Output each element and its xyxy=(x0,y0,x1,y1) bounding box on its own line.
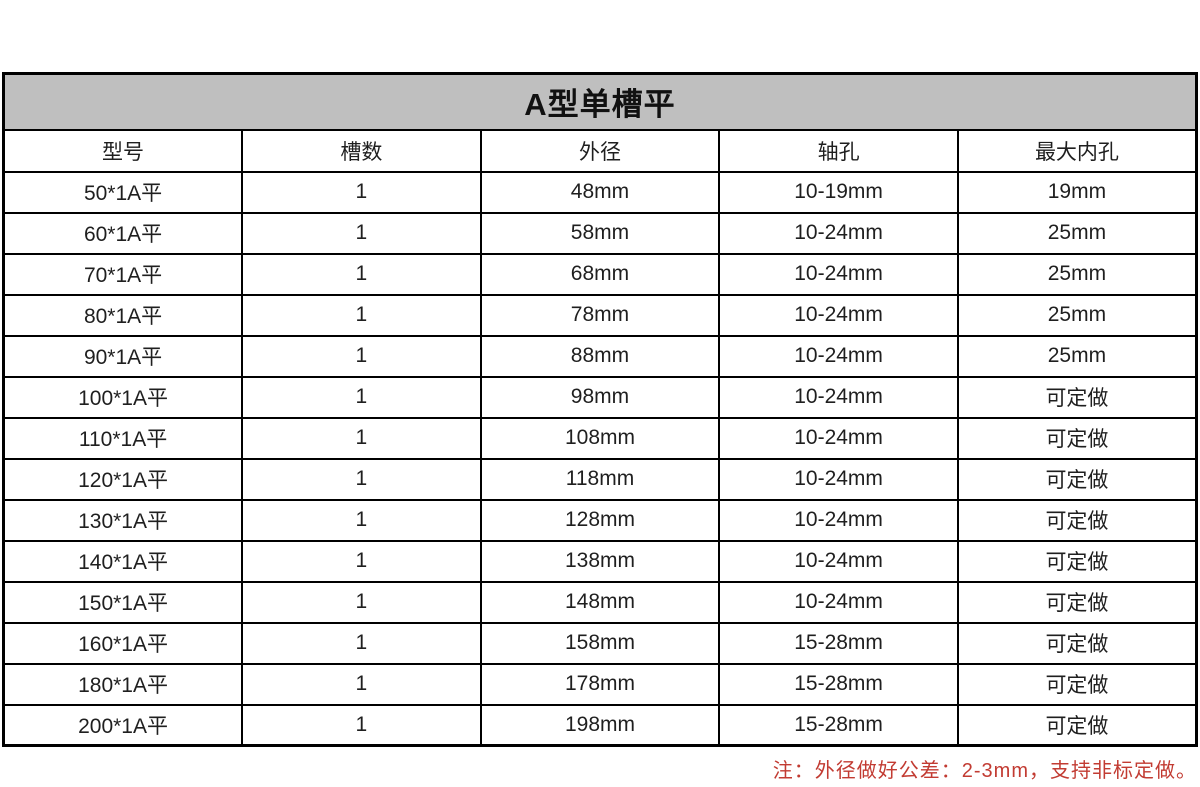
table-cell: 128mm xyxy=(479,498,721,542)
table-row: 180*1A平 1 178mm 15-28mm 可定做 xyxy=(2,662,1198,706)
table-cell: 200*1A平 xyxy=(2,703,244,747)
table-cell: 88mm xyxy=(479,334,721,378)
table-cell: 10-19mm xyxy=(718,170,959,214)
table-cell: 可定做 xyxy=(956,416,1198,460)
table-row: 120*1A平 1 118mm 10-24mm 可定做 xyxy=(2,457,1198,501)
table-cell: 180*1A平 xyxy=(2,662,244,706)
table-cell: 可定做 xyxy=(956,703,1198,747)
column-header: 最大内孔 xyxy=(956,128,1198,173)
table-cell: 48mm xyxy=(479,170,721,214)
table-cell: 90*1A平 xyxy=(2,334,244,378)
column-header: 槽数 xyxy=(241,128,482,173)
table-row: 90*1A平 1 88mm 10-24mm 25mm xyxy=(2,334,1198,378)
table-cell: 60*1A平 xyxy=(2,211,244,255)
table-cell: 98mm xyxy=(479,375,721,419)
table-cell: 1 xyxy=(241,539,482,583)
column-header: 外径 xyxy=(479,128,721,173)
table-body: 50*1A平 1 48mm 10-19mm 19mm 60*1A平 1 58mm 10-24mm… xyxy=(2,170,1198,747)
table-cell: 可定做 xyxy=(956,662,1198,706)
table-cell: 15-28mm xyxy=(718,621,959,665)
table-cell: 10-24mm xyxy=(718,375,959,419)
table-row: 50*1A平 1 48mm 10-19mm 19mm xyxy=(2,170,1198,214)
table-cell: 可定做 xyxy=(956,580,1198,624)
table-title-row: A型单槽平 xyxy=(2,72,1198,131)
footnote: 注：外径做好公差：2-3mm，支持非标定做。 xyxy=(772,760,1197,782)
table-cell: 可定做 xyxy=(956,375,1198,419)
table-cell: 120*1A平 xyxy=(2,457,244,501)
table-cell: 15-28mm xyxy=(718,662,959,706)
table-cell: 1 xyxy=(241,457,482,501)
table-cell: 1 xyxy=(241,498,482,542)
table-cell: 1 xyxy=(241,703,482,747)
table-cell: 25mm xyxy=(956,293,1198,337)
table-row: 140*1A平 1 138mm 10-24mm 可定做 xyxy=(2,539,1198,583)
table-cell: 138mm xyxy=(479,539,721,583)
table-cell: 1 xyxy=(241,334,482,378)
table-cell: 118mm xyxy=(479,457,721,501)
table-cell: 1 xyxy=(241,170,482,214)
table-row: 160*1A平 1 158mm 15-28mm 可定做 xyxy=(2,621,1198,665)
table-cell: 148mm xyxy=(479,580,721,624)
table-row: 60*1A平 1 58mm 10-24mm 25mm xyxy=(2,211,1198,255)
table-row: 130*1A平 1 128mm 10-24mm 可定做 xyxy=(2,498,1198,542)
table-cell: 15-28mm xyxy=(718,703,959,747)
table-cell: 25mm xyxy=(956,252,1198,296)
table-cell: 25mm xyxy=(956,334,1198,378)
table-cell: 70*1A平 xyxy=(2,252,244,296)
table-cell: 1 xyxy=(241,375,482,419)
table-cell: 78mm xyxy=(479,293,721,337)
table-cell: 130*1A平 xyxy=(2,498,244,542)
table-row: 200*1A平 1 198mm 15-28mm 可定做 xyxy=(2,703,1198,747)
table-cell: 10-24mm xyxy=(718,334,959,378)
table-row: 150*1A平 1 148mm 10-24mm 可定做 xyxy=(2,580,1198,624)
table-cell: 可定做 xyxy=(956,621,1198,665)
table-title: A型单槽平 xyxy=(2,72,1198,131)
table-cell: 1 xyxy=(241,293,482,337)
table-cell: 150*1A平 xyxy=(2,580,244,624)
table-cell: 58mm xyxy=(479,211,721,255)
table-cell: 158mm xyxy=(479,621,721,665)
table-cell: 10-24mm xyxy=(718,211,959,255)
table-cell: 10-24mm xyxy=(718,457,959,501)
table-cell: 80*1A平 xyxy=(2,293,244,337)
table-cell: 10-24mm xyxy=(718,252,959,296)
table-cell: 可定做 xyxy=(956,539,1198,583)
table-row: 80*1A平 1 78mm 10-24mm 25mm xyxy=(2,293,1198,337)
table-cell: 100*1A平 xyxy=(2,375,244,419)
table-cell: 10-24mm xyxy=(718,580,959,624)
table-cell: 1 xyxy=(241,621,482,665)
table-cell: 108mm xyxy=(479,416,721,460)
table-cell: 10-24mm xyxy=(718,416,959,460)
table-cell: 50*1A平 xyxy=(2,170,244,214)
table-header-row: 型号 槽数 外径 轴孔 最大内孔 xyxy=(2,128,1198,173)
table-cell: 10-24mm xyxy=(718,539,959,583)
table-cell: 140*1A平 xyxy=(2,539,244,583)
table-cell: 110*1A平 xyxy=(2,416,244,460)
table-cell: 19mm xyxy=(956,170,1198,214)
table-cell: 1 xyxy=(241,662,482,706)
table-cell: 可定做 xyxy=(956,457,1198,501)
table-row: 100*1A平 1 98mm 10-24mm 可定做 xyxy=(2,375,1198,419)
table-row: 70*1A平 1 68mm 10-24mm 25mm xyxy=(2,252,1198,296)
table-cell: 198mm xyxy=(479,703,721,747)
table-cell: 1 xyxy=(241,252,482,296)
table-cell: 160*1A平 xyxy=(2,621,244,665)
column-header: 轴孔 xyxy=(718,128,959,173)
table-row: 110*1A平 1 108mm 10-24mm 可定做 xyxy=(2,416,1198,460)
table-cell: 1 xyxy=(241,416,482,460)
table-cell: 25mm xyxy=(956,211,1198,255)
table-cell: 178mm xyxy=(479,662,721,706)
table-cell: 10-24mm xyxy=(718,293,959,337)
table-cell: 1 xyxy=(241,211,482,255)
table-cell: 可定做 xyxy=(956,498,1198,542)
table-cell: 68mm xyxy=(479,252,721,296)
table-cell: 1 xyxy=(241,580,482,624)
spec-table: A型单槽平 型号 槽数 外径 轴孔 最大内孔 50*1A平 1 48mm 10-19mm 19m… xyxy=(2,72,1198,747)
column-header: 型号 xyxy=(2,128,244,173)
table-cell: 10-24mm xyxy=(718,498,959,542)
